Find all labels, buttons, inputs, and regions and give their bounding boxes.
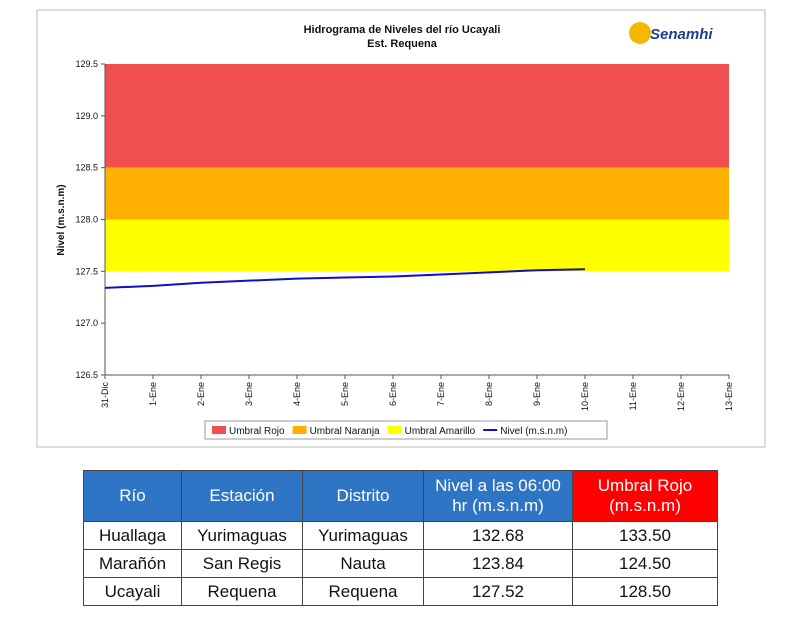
y-tick-label: 126.5 xyxy=(75,370,98,380)
table-cell: Marañón xyxy=(83,549,182,578)
chart-subtitle: Est. Requena xyxy=(367,38,438,50)
x-tick-label: 8-Ene xyxy=(484,382,494,406)
y-tick-label: 128.0 xyxy=(75,215,98,225)
x-tick-label: 7-Ene xyxy=(436,382,446,406)
x-tick-label: 31-Dic xyxy=(100,382,110,409)
table-cell: Huallaga xyxy=(83,521,182,550)
logo-sun xyxy=(629,22,651,44)
table-cell: 123.84 xyxy=(423,549,573,578)
legend-label: Umbral Rojo xyxy=(229,426,285,437)
y-axis-label: Nivel (m.s.n.m) xyxy=(56,184,67,255)
x-tick-label: 9-Ene xyxy=(532,382,542,406)
table-cell: Requena xyxy=(181,577,303,606)
table-cell: San Regis xyxy=(181,549,303,578)
x-tick-label: 6-Ene xyxy=(388,382,398,406)
legend-box xyxy=(204,420,608,440)
x-tick-label: 13-Ene xyxy=(724,382,734,411)
legend-label: Nivel (m.s.n.m) xyxy=(500,426,567,437)
x-tick-label: 12-Ene xyxy=(676,382,686,411)
table-cell: Yurimaguas xyxy=(181,521,303,550)
logo: Senamhi xyxy=(650,26,713,43)
legend-swatch xyxy=(212,426,226,434)
table-cell: Nauta xyxy=(302,549,424,578)
table-cell: Requena xyxy=(302,577,424,606)
column-header: Umbral Rojo (m.s.n.m) xyxy=(572,470,718,522)
table-cell: 127.52 xyxy=(423,577,573,606)
y-tick-label: 128.5 xyxy=(75,163,98,173)
y-tick-label: 127.5 xyxy=(75,266,98,276)
x-tick-label: 1-Ene xyxy=(148,382,158,406)
table-cell: Ucayali xyxy=(83,577,182,606)
y-tick-label: 127.0 xyxy=(75,318,98,328)
header-row: Río Estación Distrito Nivel a las 06:00 hr … xyxy=(83,470,718,522)
threshold-band xyxy=(105,219,729,272)
legend-swatch xyxy=(292,426,307,434)
table-cell: 128.50 xyxy=(572,577,718,606)
table-row: Huallaga Yurimaguas Yurimaguas 132.68 133.50 xyxy=(83,521,718,550)
x-tick-label: 3-Ene xyxy=(244,382,254,406)
x-tick-label: 2-Ene xyxy=(196,382,206,406)
x-tick-label: 10-Ene xyxy=(580,382,590,411)
x-tick-label: 11-Ene xyxy=(628,382,638,410)
column-header: Distrito xyxy=(302,470,424,522)
table-cell: 133.50 xyxy=(572,521,718,550)
y-tick-label: 129.5 xyxy=(75,59,98,69)
column-header: Nivel a las 06:00 hr (m.s.n.m) xyxy=(423,470,573,522)
chart-title: Hidrograma de Niveles del río Ucayali xyxy=(304,24,501,36)
table-cell: Yurimaguas xyxy=(302,521,424,550)
table-cell: 124.50 xyxy=(572,549,718,578)
y-tick-label: 129.0 xyxy=(75,111,98,121)
table: Río Estación Distrito Nivel a las 06:00 hr … xyxy=(83,470,718,606)
column-header: Estación xyxy=(181,470,303,522)
threshold-band xyxy=(105,64,729,168)
x-tick-label: 4-Ene xyxy=(292,382,302,406)
table-cell: 132.68 xyxy=(423,521,573,550)
series-line xyxy=(104,268,586,289)
chart: Hidrograma de Niveles del río Ucayali Es… xyxy=(36,9,766,448)
table-row: Marañón San Regis Nauta 123.84 124.50 xyxy=(83,549,718,578)
legend-label: Umbral Amarillo xyxy=(405,426,476,437)
legend-label: Umbral Naranja xyxy=(310,426,380,437)
x-tick-label: 5-Ene xyxy=(340,382,350,406)
column-header: Río xyxy=(83,470,182,522)
threshold-band xyxy=(105,167,729,220)
legend-swatch xyxy=(387,426,402,434)
table-row: Ucayali Requena Requena 127.52 128.50 xyxy=(83,577,718,606)
legend: Umbral Rojo Umbral Naranja Umbral Amarillo… xyxy=(204,420,608,440)
